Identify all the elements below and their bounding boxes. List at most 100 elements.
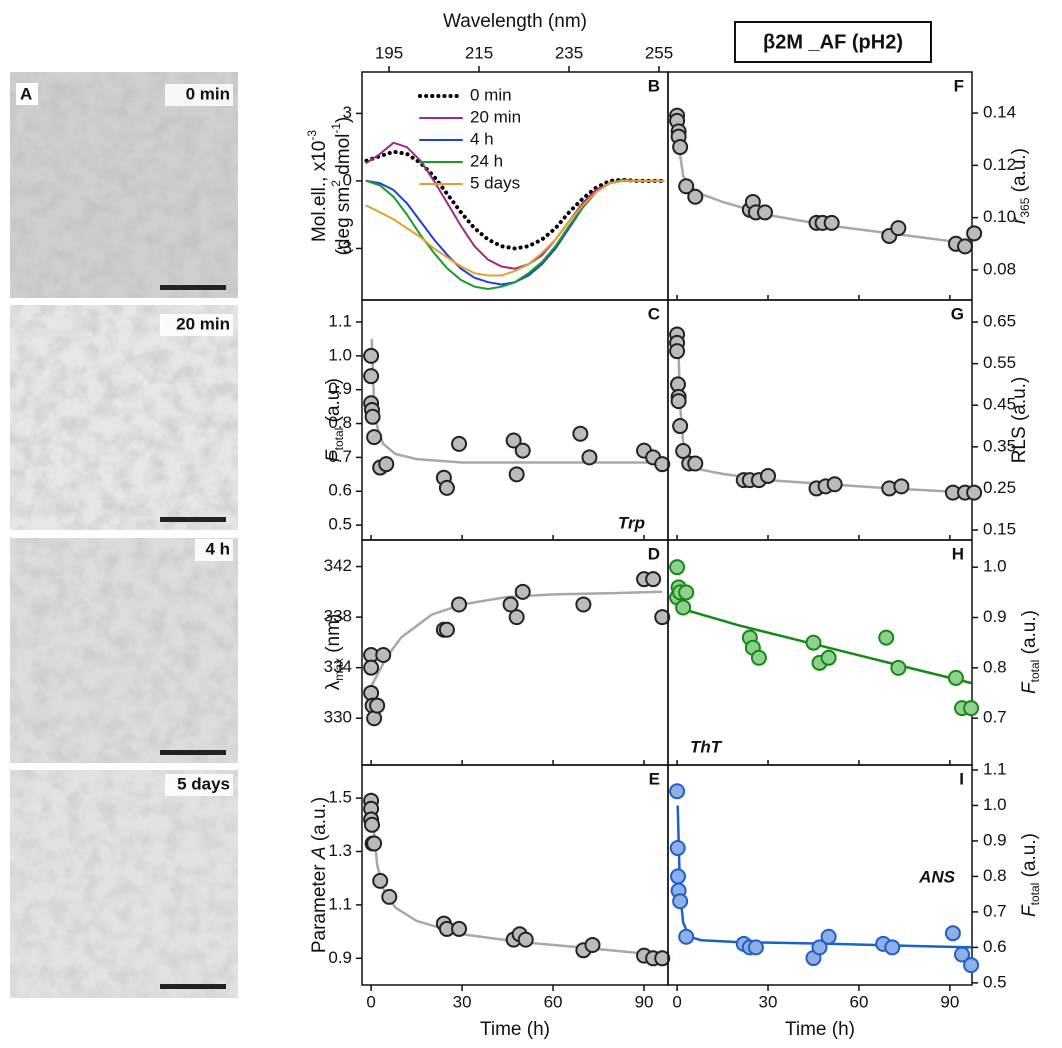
x-tick-label: 215 <box>465 43 493 62</box>
y-axis-label: Parameter A (a.u.) <box>309 797 330 953</box>
y-axis-label: Ftotal (a.u.) <box>323 378 346 462</box>
annotation: ThT <box>690 737 723 756</box>
data-point <box>366 835 383 852</box>
y-tick-label: 338 <box>324 607 352 626</box>
y-tick-label: 0.9 <box>328 948 352 967</box>
y-tick-label: 0.7 <box>983 708 1007 727</box>
y-axis-label: λmax (nm) <box>323 614 346 691</box>
data-point <box>670 868 687 885</box>
data-point <box>805 634 822 651</box>
data-point <box>957 238 974 255</box>
data-point <box>369 697 386 714</box>
micrographs: A 0 min 20 min 4 h 5 days <box>10 72 238 998</box>
cd-line <box>364 149 666 251</box>
y-tick-label: 0.25 <box>983 478 1016 497</box>
data-point <box>966 484 983 501</box>
panel-letter: H <box>952 544 964 563</box>
data-point <box>364 408 381 425</box>
data-point <box>514 442 531 459</box>
y-tick-label: 0.9 <box>983 830 1007 849</box>
data-point <box>363 368 380 385</box>
y-tick-label: 0.9 <box>983 607 1007 626</box>
x-tick-label: 0 <box>366 992 375 1011</box>
data-point <box>672 139 689 156</box>
fit-line <box>677 113 972 246</box>
panel-letter: E <box>649 769 660 788</box>
data-point <box>963 957 980 974</box>
data-point <box>575 596 592 613</box>
x-axis-label: Time (h) <box>785 1019 855 1040</box>
scale-bar <box>160 285 226 290</box>
y-tick-label: 0.5 <box>983 972 1007 991</box>
panel-letter: I <box>959 769 964 788</box>
data-point <box>890 220 907 237</box>
y-axis-label: Ftotal (a.u.) <box>1019 610 1042 694</box>
y-tick-label: 334 <box>324 657 352 676</box>
y-tick-label: 0.15 <box>983 520 1016 539</box>
y-tick-label: 0.8 <box>328 413 352 432</box>
annotation: Trp <box>618 513 645 532</box>
label-bg <box>165 774 233 796</box>
micrograph-texture <box>10 770 238 998</box>
data-point <box>363 347 380 364</box>
x-tick-label: 90 <box>635 992 654 1011</box>
data-point <box>508 466 525 483</box>
panel-frame <box>361 539 669 766</box>
data-point <box>645 571 662 588</box>
data-point <box>502 596 519 613</box>
data-point <box>438 479 455 496</box>
y-tick-label: 0.8 <box>983 866 1007 885</box>
panel-frame <box>667 539 973 766</box>
data-point <box>669 783 686 800</box>
data-point <box>372 872 389 889</box>
data-point <box>750 649 767 666</box>
data-point <box>584 936 601 953</box>
data-point <box>884 939 901 956</box>
x-axis-label: Wavelength (nm) <box>443 11 587 32</box>
label-bg <box>160 314 233 336</box>
cd-line <box>365 178 665 291</box>
data-point <box>517 931 534 948</box>
y-axis-label: Mol.ell., x10-3 <box>305 130 330 242</box>
data-point <box>678 178 695 195</box>
y-tick-label: -3 <box>337 238 352 257</box>
x-tick-label: 255 <box>645 43 673 62</box>
y-tick-label: 1.0 <box>328 345 352 364</box>
x-tick-label: 0 <box>672 992 681 1011</box>
x-axis-label: Time (h) <box>480 1019 550 1040</box>
cd-line <box>365 179 665 277</box>
data-point <box>878 629 895 646</box>
scale-bar <box>160 750 226 755</box>
y-tick-label: 0.7 <box>983 901 1007 920</box>
data-point <box>508 609 525 626</box>
label-bg <box>195 539 233 561</box>
micrograph-label: 4 h <box>205 539 230 558</box>
data-point <box>451 596 468 613</box>
y-tick-label: 1.0 <box>983 557 1007 576</box>
legend-label: 4 h <box>470 129 494 148</box>
x-tick-label: 30 <box>453 992 472 1011</box>
data-point <box>654 456 671 473</box>
data-point <box>747 939 764 956</box>
legend-label: 24 h <box>470 151 503 170</box>
y-axis-label: Ftotal (a.u.) <box>1019 833 1042 917</box>
data-point <box>381 888 398 905</box>
y-tick-label: 342 <box>324 556 352 575</box>
panel-frame <box>667 299 973 541</box>
panel-letter: A <box>20 84 32 103</box>
panel-frame <box>667 71 973 301</box>
x-tick-label: 60 <box>544 992 563 1011</box>
label-bg <box>16 83 38 105</box>
y-tick-label: 0.8 <box>983 657 1007 676</box>
micrograph-texture <box>10 538 238 763</box>
y-tick-label: 0.9 <box>328 379 352 398</box>
panel-letter: F <box>954 76 964 95</box>
data-point <box>366 429 383 446</box>
data-point <box>760 467 777 484</box>
data-point <box>669 343 686 360</box>
y-axis-label: (deg sm2 dmol-1) <box>329 117 354 256</box>
legend-label: 0 min <box>470 85 512 104</box>
x-tick-label: 195 <box>375 43 403 62</box>
data-point <box>893 478 910 495</box>
title-box <box>734 21 932 63</box>
